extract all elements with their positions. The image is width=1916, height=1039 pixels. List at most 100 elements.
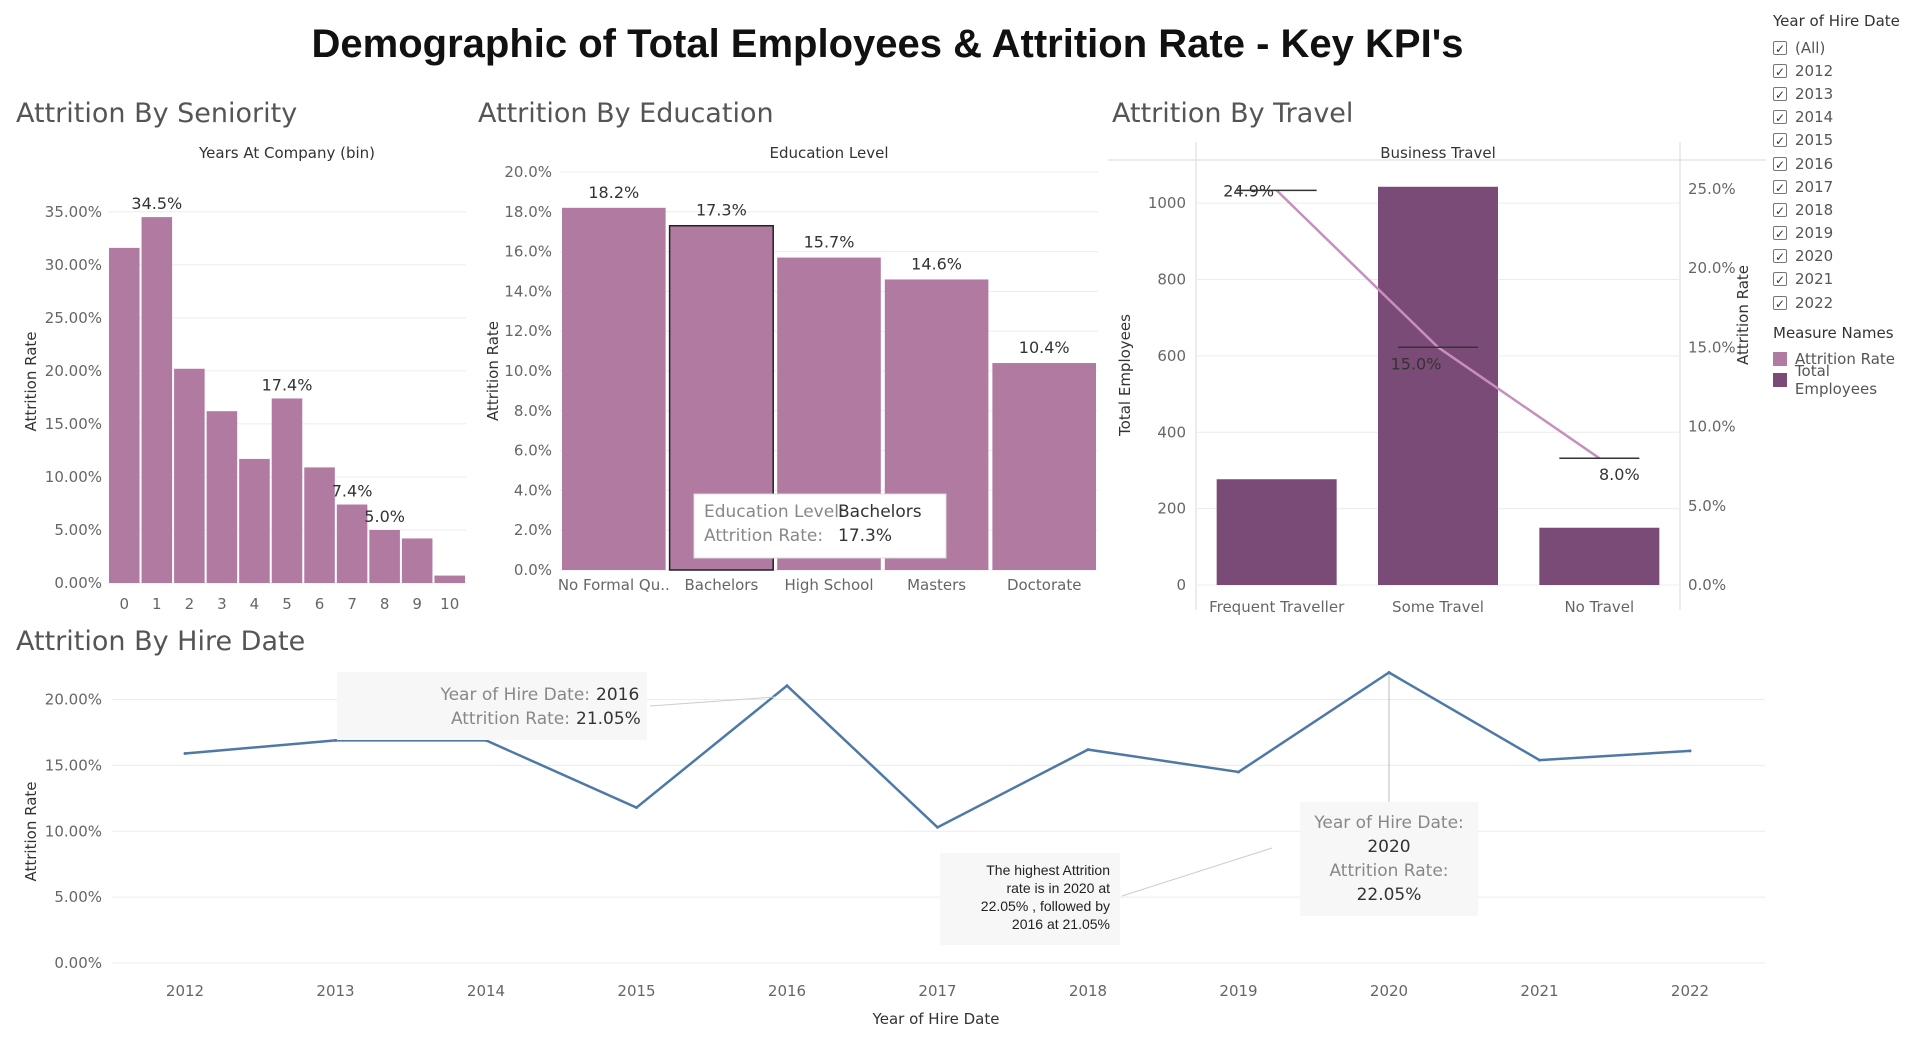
seniority-y-tick: 30.00% bbox=[45, 256, 102, 274]
checkbox-checked-icon[interactable]: ✓ bbox=[1773, 226, 1787, 242]
checkbox-checked-icon[interactable]: ✓ bbox=[1773, 40, 1787, 56]
checkbox-checked-icon[interactable]: ✓ bbox=[1773, 179, 1787, 195]
measure-legend-label: Attrition Rate bbox=[1795, 349, 1895, 368]
measure-legend-item[interactable]: Attrition Rate bbox=[1773, 348, 1916, 369]
travel-y2-tick: 20.0% bbox=[1688, 259, 1736, 277]
seniority-sheet-title: Attrition By Seniority bbox=[16, 98, 298, 129]
education-tooltip-value: Bachelors bbox=[838, 502, 922, 522]
hire-tooltip-key: Attrition Rate: bbox=[1329, 861, 1448, 881]
seniority-x-tick: 9 bbox=[412, 595, 422, 613]
education-tooltip-key: Attrition Rate: bbox=[704, 526, 823, 546]
seniority-x-tick: 6 bbox=[315, 595, 325, 613]
year-filter-item[interactable]: ✓ 2022 bbox=[1773, 291, 1916, 314]
travel-y-tick: 1000 bbox=[1148, 194, 1186, 212]
seniority-y-tick: 10.00% bbox=[45, 468, 102, 486]
hire-point bbox=[785, 684, 789, 688]
checkbox-checked-icon[interactable]: ✓ bbox=[1773, 202, 1787, 218]
seniority-bar bbox=[271, 398, 303, 583]
travel-data-label: 8.0% bbox=[1599, 465, 1640, 484]
year-filter-item[interactable]: ✓ 2018 bbox=[1773, 198, 1916, 221]
checkbox-checked-icon[interactable]: ✓ bbox=[1773, 133, 1787, 149]
year-filter-item[interactable]: ✓ 2016 bbox=[1773, 152, 1916, 175]
checkbox-checked-icon[interactable]: ✓ bbox=[1773, 156, 1787, 172]
education-sheet-title: Attrition By Education bbox=[478, 98, 774, 129]
seniority-data-label: 17.4% bbox=[262, 375, 313, 394]
education-data-label: 10.4% bbox=[1019, 338, 1070, 357]
seniority-y-tick: 5.00% bbox=[54, 521, 102, 539]
education-data-label: 14.6% bbox=[911, 254, 962, 273]
hire-annotation-box bbox=[940, 853, 1120, 945]
checkbox-checked-icon[interactable]: ✓ bbox=[1773, 249, 1787, 265]
year-filter-item[interactable]: ✓ 2019 bbox=[1773, 222, 1916, 245]
seniority-data-label: 5.0% bbox=[364, 507, 405, 526]
travel-x-tick: No Travel bbox=[1564, 598, 1634, 616]
hire-point bbox=[1538, 758, 1541, 762]
year-filter-list: ✓ (All) ✓ 2012 ✓ 2013 ✓ 2014 ✓ 2015 ✓ 2016 ✓ 2017 ✓ 201… bbox=[1773, 36, 1916, 314]
education-tooltip-key: Education Level: bbox=[704, 502, 845, 522]
seniority-y-tick: 20.00% bbox=[45, 362, 102, 380]
travel-y2-tick: 0.0% bbox=[1688, 576, 1726, 594]
education-y-tick: 12.0% bbox=[504, 322, 552, 340]
year-filter-label: 2012 bbox=[1795, 61, 1834, 80]
seniority-bar bbox=[369, 529, 400, 583]
hire-x-tick: 2021 bbox=[1520, 982, 1558, 1000]
year-filter-item[interactable]: ✓ 2021 bbox=[1773, 268, 1916, 291]
education-y-tick: 14.0% bbox=[504, 282, 552, 300]
seniority-data-label: 34.5% bbox=[131, 194, 182, 213]
hire-tooltip-2016-box bbox=[337, 672, 647, 740]
education-bar bbox=[992, 363, 1096, 570]
measure-legend-title: Measure Names bbox=[1773, 324, 1894, 343]
hire-x-tick: 2020 bbox=[1370, 982, 1408, 1000]
hire-y-tick: 20.00% bbox=[45, 691, 102, 709]
travel-x-tick: Some Travel bbox=[1392, 598, 1484, 616]
education-bar bbox=[562, 207, 666, 570]
year-filter-label: 2022 bbox=[1795, 293, 1834, 312]
hire-y-tick: 0.00% bbox=[54, 954, 102, 972]
education-y-tick: 0.0% bbox=[514, 561, 552, 579]
travel-sheet-title: Attrition By Travel bbox=[1112, 98, 1354, 129]
education-y-tick: 18.0% bbox=[504, 203, 552, 221]
hire-y-label: Attrition Rate bbox=[22, 782, 40, 882]
year-filter-item[interactable]: ✓ 2014 bbox=[1773, 106, 1916, 129]
seniority-header: Years At Company (bin) bbox=[198, 144, 375, 162]
hire-x-tick: 2013 bbox=[316, 982, 354, 1000]
year-filter-item[interactable]: ✓ 2012 bbox=[1773, 59, 1916, 82]
hire-point bbox=[1688, 749, 1692, 753]
checkbox-checked-icon[interactable]: ✓ bbox=[1773, 272, 1787, 288]
year-filter-label: 2020 bbox=[1795, 247, 1834, 266]
hire-tooltip-key: Attrition Rate: bbox=[451, 709, 570, 729]
education-y-tick: 4.0% bbox=[514, 481, 552, 499]
year-filter-item[interactable]: ✓ 2020 bbox=[1773, 245, 1916, 268]
travel-y-tick: 0 bbox=[1176, 576, 1186, 594]
seniority-x-tick: 2 bbox=[185, 595, 195, 613]
education-data-label: 15.7% bbox=[804, 233, 855, 252]
seniority-bar bbox=[174, 368, 205, 583]
year-filter-title: Year of Hire Date bbox=[1773, 12, 1900, 30]
year-filter-item[interactable]: ✓ (All) bbox=[1773, 36, 1916, 59]
checkbox-checked-icon[interactable]: ✓ bbox=[1773, 110, 1787, 126]
measure-legend-item[interactable]: Total Employees bbox=[1773, 362, 1916, 398]
seniority-x-tick: 1 bbox=[152, 595, 162, 613]
travel-y2-tick: 10.0% bbox=[1688, 418, 1736, 436]
year-filter-label: 2015 bbox=[1795, 131, 1834, 150]
hire-annotation-leader bbox=[1121, 847, 1273, 897]
seniority-x-tick: 3 bbox=[217, 595, 227, 613]
hire-point bbox=[334, 738, 337, 742]
seniority-x-tick: 0 bbox=[119, 595, 129, 613]
hire-point bbox=[1237, 770, 1240, 774]
year-filter-item[interactable]: ✓ 2015 bbox=[1773, 129, 1916, 152]
hire-point bbox=[183, 752, 187, 756]
checkbox-checked-icon[interactable]: ✓ bbox=[1773, 63, 1787, 79]
measure-legend-list: Attrition Rate Total Employees bbox=[1773, 348, 1916, 398]
hire-x-tick: 2019 bbox=[1219, 982, 1257, 1000]
year-filter-item[interactable]: ✓ 2013 bbox=[1773, 82, 1916, 105]
hire-tooltip-value: 2020 bbox=[1367, 837, 1410, 857]
checkbox-checked-icon[interactable]: ✓ bbox=[1773, 86, 1787, 102]
year-filter-item[interactable]: ✓ 2017 bbox=[1773, 175, 1916, 198]
education-y-tick: 2.0% bbox=[514, 521, 552, 539]
education-y-tick: 8.0% bbox=[514, 402, 552, 420]
hire-tooltip-2020-box bbox=[1300, 802, 1478, 916]
hire-annotation-line: 2016 at 21.05% bbox=[1012, 916, 1110, 932]
checkbox-checked-icon[interactable]: ✓ bbox=[1773, 295, 1787, 311]
